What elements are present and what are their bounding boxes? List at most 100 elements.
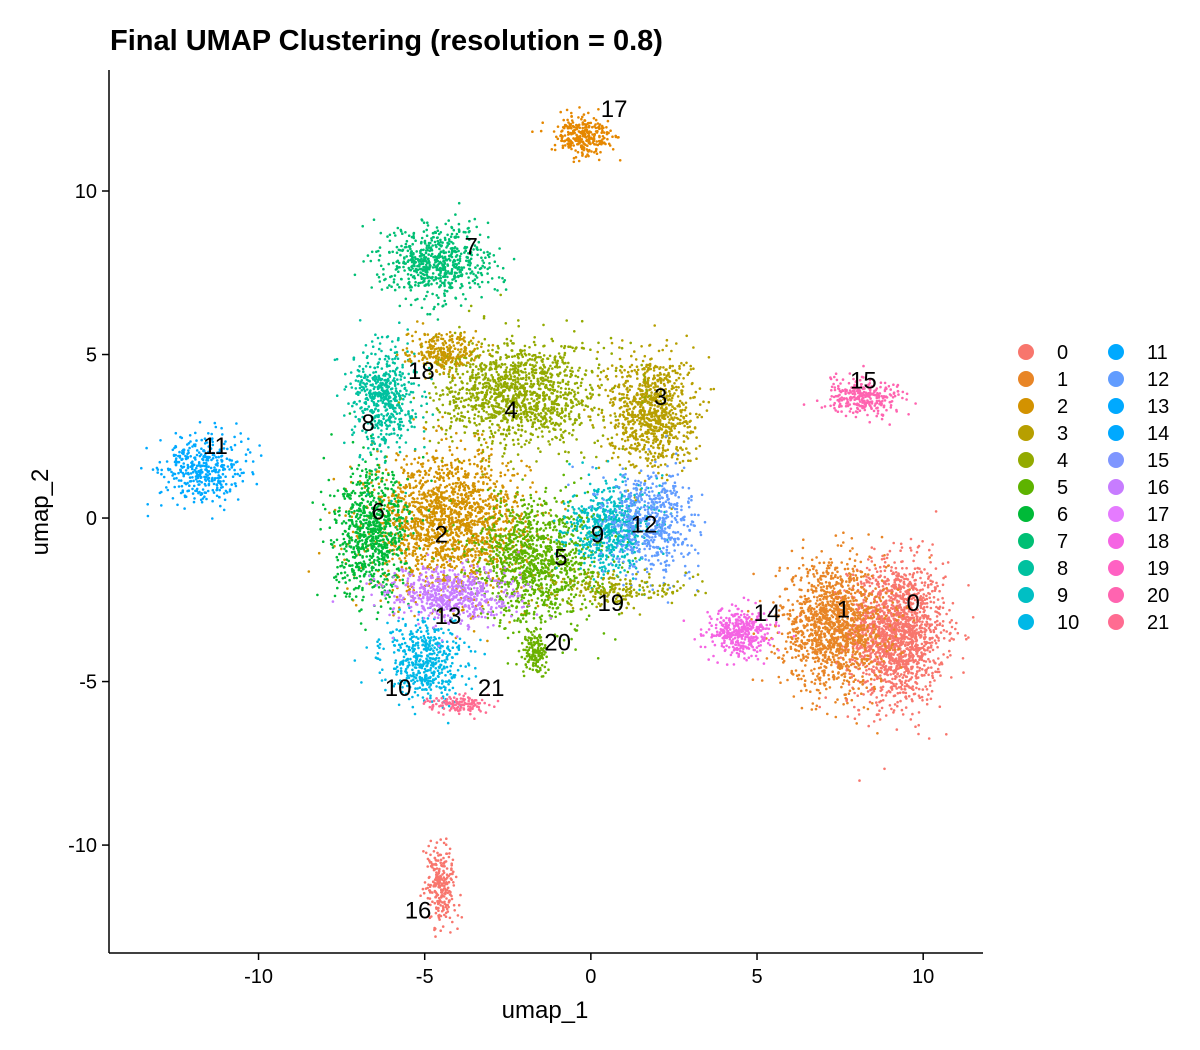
legend-swatch bbox=[1108, 452, 1124, 468]
legend-item-5: 5 bbox=[1018, 477, 1068, 499]
legend-item-11: 11 bbox=[1108, 342, 1168, 364]
legend-item-14: 14 bbox=[1108, 423, 1169, 445]
cluster-label-2: 2 bbox=[435, 521, 448, 548]
legend-label: 20 bbox=[1147, 585, 1169, 607]
legend-label: 14 bbox=[1147, 423, 1169, 445]
chart-title: Final UMAP Clustering (resolution = 0.8) bbox=[110, 25, 663, 57]
legend-label: 12 bbox=[1147, 369, 1169, 391]
legend-label: 16 bbox=[1147, 477, 1169, 499]
cluster-points-6 bbox=[311, 412, 433, 632]
y-tick-label: -5 bbox=[79, 672, 97, 694]
y-tick-label: 5 bbox=[86, 345, 97, 367]
legend-swatch bbox=[1108, 587, 1124, 603]
legend-swatch bbox=[1108, 425, 1124, 441]
legend-label: 3 bbox=[1057, 423, 1068, 445]
legend-item-0: 0 bbox=[1018, 342, 1068, 364]
legend-label: 7 bbox=[1057, 531, 1068, 553]
cluster-points-4 bbox=[397, 293, 651, 476]
x-tick-label: 10 bbox=[912, 966, 934, 988]
x-tick-label: 5 bbox=[751, 966, 762, 988]
legend-label: 8 bbox=[1057, 558, 1068, 580]
legend-swatch bbox=[1018, 425, 1034, 441]
legend-swatch bbox=[1108, 506, 1124, 522]
legend-item-4: 4 bbox=[1018, 450, 1068, 472]
cluster-label-0: 0 bbox=[907, 590, 920, 617]
legend-swatch bbox=[1018, 587, 1034, 603]
cluster-points-2 bbox=[307, 407, 576, 643]
cluster-label-4: 4 bbox=[504, 397, 517, 424]
cluster-points-18 bbox=[395, 320, 495, 380]
legend-label: 5 bbox=[1057, 477, 1068, 499]
legend-swatch bbox=[1108, 371, 1124, 387]
legend-swatch bbox=[1108, 614, 1124, 630]
cluster-label-1: 1 bbox=[837, 597, 850, 624]
legend-swatch bbox=[1108, 479, 1124, 495]
cluster-label-16: 16 bbox=[405, 897, 432, 924]
cluster-label-7: 7 bbox=[465, 234, 478, 261]
cluster-points-7 bbox=[353, 201, 516, 321]
legend-label: 4 bbox=[1057, 450, 1068, 472]
legend-label: 11 bbox=[1147, 342, 1168, 364]
cluster-label-10: 10 bbox=[385, 675, 412, 702]
cluster-label-20: 20 bbox=[544, 629, 571, 656]
legend-swatch bbox=[1018, 344, 1034, 360]
legend-label: 17 bbox=[1147, 504, 1169, 526]
cluster-points-3 bbox=[580, 324, 716, 514]
cluster-points-14 bbox=[682, 596, 796, 666]
cluster-label-13: 13 bbox=[435, 603, 462, 630]
legend-swatch bbox=[1018, 452, 1034, 468]
legend-item-21: 21 bbox=[1108, 612, 1169, 634]
legend-item-16: 16 bbox=[1108, 477, 1169, 499]
legend-label: 9 bbox=[1057, 585, 1068, 607]
cluster-label-8: 8 bbox=[362, 410, 375, 437]
x-tick-label: -10 bbox=[244, 966, 273, 988]
legend-swatch bbox=[1108, 398, 1124, 414]
legend-item-18: 18 bbox=[1108, 531, 1169, 553]
x-tick-label: -5 bbox=[416, 966, 434, 988]
cluster-points-21 bbox=[422, 692, 500, 720]
cluster-points-19 bbox=[527, 567, 707, 616]
y-axis-title: umap_2 bbox=[27, 469, 54, 556]
legend-label: 2 bbox=[1057, 396, 1068, 418]
legend-item-1: 1 bbox=[1018, 369, 1068, 391]
scatter-points bbox=[140, 106, 975, 938]
legend-item-3: 3 bbox=[1018, 423, 1068, 445]
legend-label: 19 bbox=[1147, 558, 1169, 580]
legend-label: 13 bbox=[1147, 396, 1169, 418]
legend-swatch bbox=[1108, 344, 1124, 360]
cluster-points-11 bbox=[140, 420, 263, 520]
legend-label: 18 bbox=[1147, 531, 1169, 553]
cluster-points-17 bbox=[531, 106, 622, 164]
legend-item-12: 12 bbox=[1108, 369, 1169, 391]
legend-swatch bbox=[1018, 506, 1034, 522]
y-tick-label: 0 bbox=[86, 508, 97, 530]
legend-item-13: 13 bbox=[1108, 396, 1169, 418]
legend-label: 15 bbox=[1147, 450, 1169, 472]
legend-swatch bbox=[1108, 560, 1124, 576]
cluster-label-15: 15 bbox=[850, 368, 877, 395]
axes: -10 -5 0 5 10 -10 -5 0 5 10 bbox=[68, 70, 983, 988]
cluster-points-15 bbox=[802, 364, 917, 426]
cluster-label-11: 11 bbox=[203, 433, 228, 460]
legend-label: 0 bbox=[1057, 342, 1068, 364]
legend-swatch bbox=[1108, 533, 1124, 549]
cluster-points-0 bbox=[798, 510, 975, 782]
legend-label: 6 bbox=[1057, 504, 1068, 526]
y-tick-label: 10 bbox=[75, 181, 97, 203]
legend-item-20: 20 bbox=[1108, 585, 1169, 607]
legend-swatch bbox=[1018, 560, 1034, 576]
legend-swatch bbox=[1018, 398, 1034, 414]
cluster-label-19: 19 bbox=[597, 590, 624, 617]
legend-item-9: 9 bbox=[1018, 585, 1068, 607]
cluster-points-10 bbox=[353, 606, 487, 725]
legend-item-8: 8 bbox=[1018, 558, 1068, 580]
cluster-label-9: 9 bbox=[591, 521, 604, 548]
cluster-label-18: 18 bbox=[408, 358, 435, 385]
legend-item-15: 15 bbox=[1108, 450, 1169, 472]
x-axis-title: umap_1 bbox=[502, 997, 589, 1024]
cluster-label-12: 12 bbox=[631, 512, 658, 539]
legend-swatch bbox=[1018, 371, 1034, 387]
y-tick-label: -10 bbox=[68, 835, 97, 857]
